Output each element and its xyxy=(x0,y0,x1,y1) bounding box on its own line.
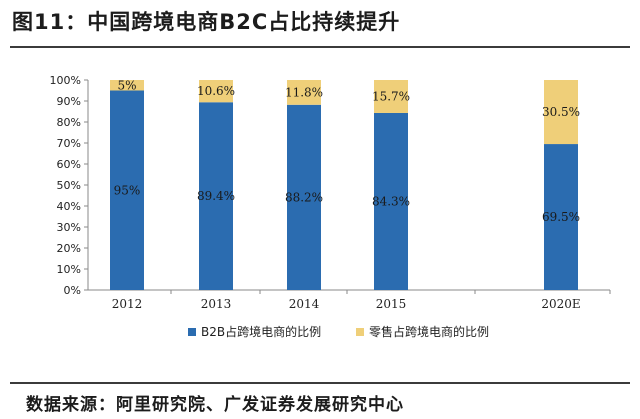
x-category-label: 2013 xyxy=(201,297,232,311)
x-category-label: 2015 xyxy=(376,297,407,311)
y-tick-label: 50% xyxy=(57,179,81,192)
y-tick-label: 90% xyxy=(57,95,81,108)
title-rule xyxy=(10,46,630,48)
y-tick-label: 70% xyxy=(57,137,81,150)
bar-b2b-2015 xyxy=(374,112,408,290)
x-category-label: 2020E xyxy=(541,297,580,311)
bar-retail-2013 xyxy=(199,80,233,103)
stacked-bar-chart: 0% 10% 20% 30% 40% 50% 60% 70% 80% 90% 100% 95% 5% 20… xyxy=(50,74,611,339)
data-label-b2b: 95% xyxy=(114,183,141,197)
bar-b2b-2013 xyxy=(199,102,233,290)
data-label-b2b: 69.5% xyxy=(542,210,580,224)
data-label-retail: 30.5% xyxy=(542,105,580,119)
legend-swatch-b2b xyxy=(188,328,196,336)
data-label-retail: 11.8% xyxy=(285,85,323,99)
bar-b2b-2014 xyxy=(287,104,321,290)
y-tick-label: 40% xyxy=(57,200,81,213)
data-label-retail: 10.6% xyxy=(197,84,235,98)
y-tick-label: 60% xyxy=(57,158,81,171)
y-tick-label: 10% xyxy=(57,263,81,276)
bar-retail-2015 xyxy=(374,80,408,113)
y-tick-label: 80% xyxy=(57,116,81,129)
bar-b2b-2012 xyxy=(110,90,144,290)
x-category-label: 2012 xyxy=(112,297,143,311)
data-label-b2b: 84.3% xyxy=(372,194,410,208)
legend-label-b2b: B2B占跨境电商的比例 xyxy=(201,324,321,339)
bar-b2b-2020E xyxy=(544,144,578,290)
legend-swatch-retail xyxy=(356,328,364,336)
source-rule xyxy=(10,382,630,384)
data-label-retail: 15.7% xyxy=(372,89,410,103)
x-category-label: 2014 xyxy=(289,297,320,311)
bar-retail-2014 xyxy=(287,80,321,105)
data-label-retail: 5% xyxy=(117,78,136,92)
data-label-b2b: 88.2% xyxy=(285,190,323,204)
data-label-b2b: 89.4% xyxy=(197,189,235,203)
y-tick-label: 0% xyxy=(64,284,81,297)
y-tick-label: 100% xyxy=(50,74,81,87)
y-tick-label: 30% xyxy=(57,221,81,234)
y-tick-label: 20% xyxy=(57,242,81,255)
bar-retail-2012 xyxy=(110,80,144,91)
source-note: 数据来源：阿里研究院、广发证券发展研究中心 xyxy=(26,395,404,415)
bar-retail-2020E xyxy=(544,80,578,145)
legend-label-retail: 零售占跨境电商的比例 xyxy=(369,324,489,339)
figure-title: 图11：中国跨境电商B2C占比持续提升 xyxy=(12,10,401,34)
